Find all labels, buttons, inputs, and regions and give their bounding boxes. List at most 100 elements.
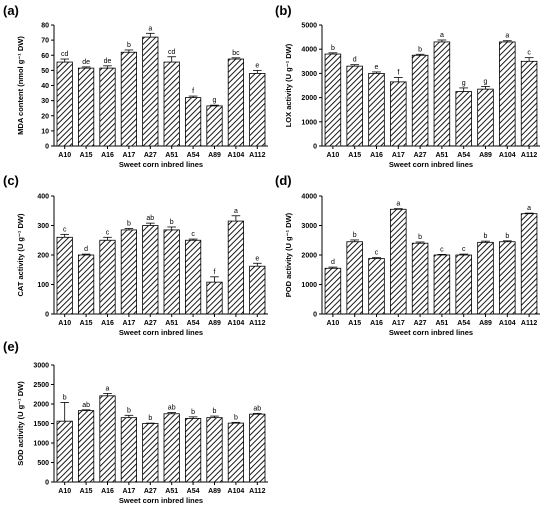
bar [184,418,202,483]
x-tick-label: A51 [165,152,178,159]
y-tick-label: 1500 [33,421,49,428]
significance-label: bc [232,50,240,57]
chart-panel-2: (b) 0 1000 2000 3000 4000 5000 b A10 d A15 e A16 f A17… [275,3,540,169]
x-tick-label: A15 [348,152,361,159]
x-tick-label: A89 [208,488,221,495]
significance-label: b [484,233,488,240]
significance-label: a [527,205,531,212]
x-tick-label: A104 [499,152,516,159]
bar [249,413,266,483]
x-tick-label: A51 [435,320,448,327]
bar [206,417,223,483]
bar [163,413,180,483]
bar [455,254,472,315]
significance-label: d [84,246,88,253]
y-tick-label: 0 [45,144,49,151]
bar [206,105,223,147]
x-tick-label: A104 [228,320,245,327]
significance-label: f [192,88,194,95]
significance-label: a [106,385,110,392]
bar [120,417,138,483]
y-tick-label: 5000 [301,23,317,30]
significance-label: ab [82,402,90,409]
significance-label: a [505,33,509,40]
bar [184,239,202,315]
bar [99,239,116,315]
significance-label: b [148,415,152,422]
y-axis-title: CAT activity (U g⁻¹ DW) [16,213,25,296]
x-tick-label: A16 [101,152,114,159]
bar [346,65,363,147]
y-tick-label: 70 [41,38,49,45]
x-tick-label: A17 [122,488,135,495]
x-tick-label: A27 [414,320,427,327]
significance-label: d [331,259,335,266]
significance-label: c [63,226,67,233]
x-tick-label: A54 [187,488,200,495]
x-tick-label: A112 [521,320,537,327]
bar [77,67,95,147]
x-tick-label: A112 [521,152,537,159]
x-axis-title: Sweet corn inbred lines [119,496,203,505]
y-tick-label: 2500 [33,382,49,389]
bar [142,423,159,483]
bar [56,236,73,315]
significance-label: b [331,45,335,52]
panel-label: (e) [3,339,19,354]
bar [227,58,245,147]
x-tick-label: A54 [187,320,200,327]
bar [390,208,407,315]
x-tick-label: A54 [457,320,470,327]
significance-label: b [191,409,195,416]
x-tick-label: A112 [249,152,265,159]
bar [99,67,116,147]
x-tick-label: A104 [499,320,516,327]
bar [433,254,451,315]
y-tick-label: 2000 [301,253,317,260]
y-axis-title: MDA content (nmol g⁻¹ DW) [16,36,25,135]
x-tick-label: A10 [326,320,339,327]
significance-label: c [462,246,466,253]
significance-label: ab [253,405,261,412]
x-tick-label: A10 [58,152,71,159]
y-tick-label: 60 [41,53,49,60]
y-tick-label: 400 [37,194,49,201]
bar [520,60,538,147]
significance-label: c [440,246,444,253]
y-tick-label: 4000 [301,47,317,54]
x-tick-label: A89 [208,152,221,159]
x-tick-label: A10 [326,152,339,159]
panel-label: (b) [275,3,292,18]
bar [56,420,73,483]
x-axis-title: Sweet corn inbred lines [389,328,473,337]
significance-label: a [396,201,400,208]
x-tick-label: A54 [457,152,470,159]
x-axis-title: Sweet corn inbred lines [389,160,473,169]
x-tick-label: A16 [370,320,383,327]
y-axis-title: LOX activity (U g⁻¹ DW) [284,43,293,127]
significance-label: f [397,70,399,77]
bar [346,241,363,315]
y-tick-label: 0 [45,312,49,319]
x-tick-label: A104 [228,488,245,495]
y-tick-label: 4000 [301,194,317,201]
significance-label: c [106,229,110,236]
x-tick-label: A15 [80,320,93,327]
bar [120,51,138,147]
x-tick-label: A17 [392,320,405,327]
y-tick-label: 20 [41,113,49,120]
significance-label: a [148,25,152,32]
significance-label: cd [61,51,69,58]
significance-label: ab [168,405,176,412]
significance-label: g [484,78,488,85]
y-tick-label: 0 [313,144,317,151]
chart-panel-1: (a) 0 10 20 30 40 50 60 70 80 cd A10 de A15 de A16 b A17 a… [3,3,268,169]
significance-label: b [63,394,67,401]
x-tick-label: A17 [122,152,135,159]
y-tick-label: 40 [41,83,49,90]
chart-panel-3: (c) 0 100 200 300 400 c A10 d A15 c A16 b A17 ab A27 b A5… [3,173,268,337]
bar [142,36,159,147]
x-tick-label: A112 [249,488,265,495]
significance-label: f [214,269,216,276]
